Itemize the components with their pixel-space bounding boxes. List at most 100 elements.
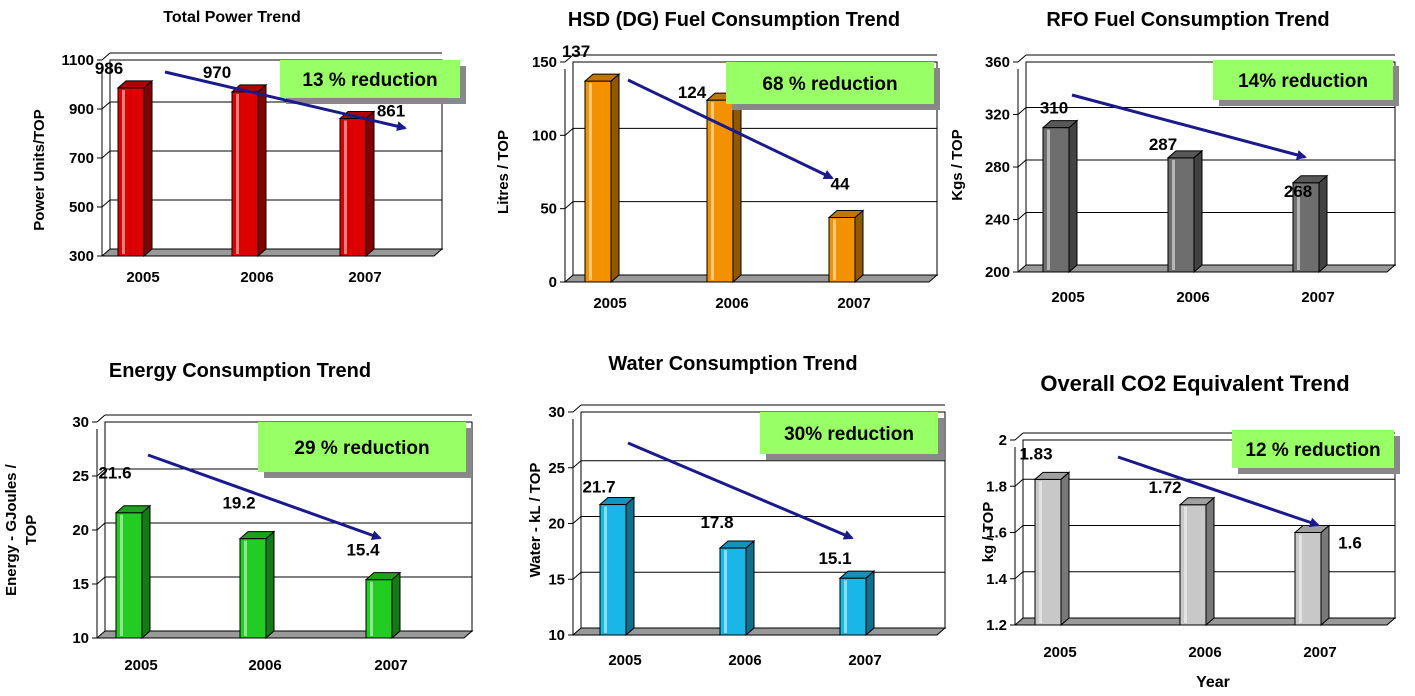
y-tick-label: 280 bbox=[985, 159, 1010, 176]
x-tick-label: 2006 bbox=[1176, 289, 1209, 306]
value-label: 268 bbox=[1284, 182, 1312, 201]
plot-floor bbox=[563, 274, 939, 283]
annotation-box bbox=[258, 422, 466, 472]
gridline-side bbox=[96, 522, 106, 531]
bar-top bbox=[1041, 120, 1079, 129]
bar-front bbox=[1042, 127, 1070, 273]
bar-side bbox=[854, 209, 864, 284]
bar-front bbox=[1294, 532, 1322, 626]
annotation-text: 13 % reduction bbox=[302, 70, 437, 91]
value-label: 124 bbox=[678, 83, 707, 102]
bar-highlight bbox=[1299, 534, 1302, 623]
bar-highlight bbox=[604, 506, 607, 633]
annotation-text: 30% reduction bbox=[784, 424, 914, 445]
y-tick-label: 50 bbox=[540, 201, 557, 218]
gridline-side bbox=[1017, 54, 1027, 63]
y-tick-label: 900 bbox=[69, 101, 94, 118]
bar-side bbox=[265, 530, 275, 640]
chart-3: RFO Fuel Consumption Trend 200 240 280 320 36… bbox=[949, 9, 1399, 306]
trend-arrow bbox=[147, 453, 382, 541]
bar-2007 bbox=[1291, 174, 1329, 274]
trend-arrow bbox=[164, 70, 407, 132]
bar-front bbox=[239, 538, 267, 639]
y-axis-label: Energy - GJoules / TOP bbox=[3, 463, 40, 596]
y-tick-label: 25 bbox=[548, 460, 565, 477]
bar-2007 bbox=[838, 570, 876, 637]
bar-top bbox=[838, 570, 876, 579]
gridline-side bbox=[1017, 159, 1027, 168]
annotation-box bbox=[726, 62, 934, 104]
bar-highlight bbox=[1047, 129, 1050, 270]
x-tick-label: 2006 bbox=[240, 269, 273, 286]
chart-title: Total Power Trend bbox=[163, 9, 301, 26]
bar-side bbox=[257, 83, 267, 258]
x-tick-label: 2006 bbox=[248, 657, 281, 674]
y-tick-label: 700 bbox=[69, 150, 94, 167]
bar-top bbox=[583, 73, 621, 82]
y-tick-label: 10 bbox=[72, 630, 89, 647]
bar-2006 bbox=[718, 539, 756, 637]
bar-2005 bbox=[114, 504, 152, 640]
bar-2007 bbox=[827, 209, 865, 284]
bar-side bbox=[391, 571, 401, 640]
bar-side bbox=[625, 496, 635, 637]
bar-2005 bbox=[598, 496, 636, 637]
y-tick-label: 500 bbox=[69, 199, 94, 216]
chart-1: Total Power Trend 300 500 700 900 1100 Power U… bbox=[31, 9, 466, 286]
gridline-side bbox=[572, 571, 582, 580]
y-tick-label: 30 bbox=[548, 404, 565, 421]
gridline-side bbox=[96, 468, 106, 477]
y-tick-label: 200 bbox=[985, 264, 1010, 281]
bar-highlight bbox=[120, 514, 123, 636]
chart-title: Overall CO2 Equivalent Trend bbox=[1040, 371, 1349, 396]
x-tick-label: 2006 bbox=[715, 295, 748, 312]
x-tick-label: 2006 bbox=[728, 652, 761, 669]
chart-5: Water Consumption Trend 10 15 20 25 30 Water -… bbox=[527, 353, 947, 669]
value-label: 19.2 bbox=[222, 494, 255, 513]
trend-arrow bbox=[1071, 93, 1307, 160]
y-axis-label: Kgs / TOP bbox=[949, 129, 966, 200]
y-tick-label: 0 bbox=[549, 274, 557, 291]
bar-top bbox=[364, 572, 402, 581]
chart-title: RFO Fuel Consumption Trend bbox=[1046, 9, 1329, 31]
bar-side bbox=[365, 110, 375, 258]
bar-2006 bbox=[238, 530, 276, 640]
y-tick-label: 2 bbox=[999, 432, 1007, 449]
x-tick-label: 2007 bbox=[837, 295, 870, 312]
bar-front bbox=[599, 504, 627, 636]
bar-front bbox=[1179, 504, 1207, 626]
gridline-side bbox=[572, 404, 582, 413]
bar-2006 bbox=[1166, 149, 1204, 274]
value-label: 21.7 bbox=[582, 478, 615, 497]
bar-side bbox=[143, 79, 153, 258]
plot-floor bbox=[95, 630, 474, 639]
chart-2: HSD (DG) Fuel Consumption Trend 0 50 100 150… bbox=[495, 9, 940, 312]
bar-highlight bbox=[370, 581, 373, 636]
bar-top bbox=[1178, 497, 1216, 506]
chart-title: HSD (DG) Fuel Consumption Trend bbox=[568, 9, 900, 31]
y-axis-label: Power Units/TOP bbox=[31, 109, 48, 230]
bar-side bbox=[1205, 496, 1215, 627]
bar-front bbox=[1167, 157, 1195, 273]
bar-top bbox=[114, 505, 152, 514]
gridline-side bbox=[96, 576, 106, 585]
bar-top bbox=[598, 497, 636, 506]
value-label: 44 bbox=[831, 174, 850, 193]
value-label: 17.8 bbox=[700, 513, 733, 532]
x-tick-label: 2005 bbox=[1051, 289, 1084, 306]
bar-side bbox=[610, 72, 620, 284]
bar-highlight bbox=[1039, 481, 1042, 623]
value-label: 21.6 bbox=[98, 464, 131, 483]
bar-top bbox=[238, 531, 276, 540]
value-label: 287 bbox=[1149, 135, 1177, 154]
bar-highlight bbox=[724, 550, 727, 633]
value-label: 15.1 bbox=[818, 549, 851, 568]
x-tick-label: 2007 bbox=[1301, 289, 1334, 306]
gridline-side bbox=[564, 127, 574, 136]
trend-arrow bbox=[627, 78, 834, 180]
value-label: 986 bbox=[95, 59, 123, 78]
y-tick-label: 10 bbox=[548, 627, 565, 644]
x-tick-label: 2006 bbox=[1188, 644, 1221, 661]
bar-front bbox=[117, 87, 145, 257]
bar-top bbox=[1291, 175, 1329, 184]
